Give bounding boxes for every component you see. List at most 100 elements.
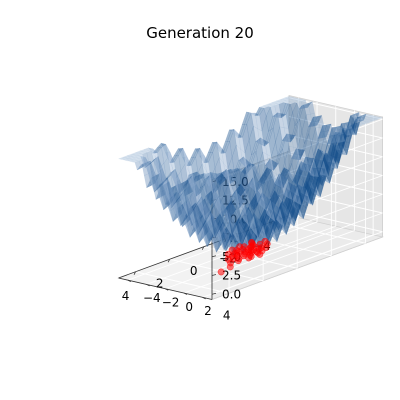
surface-facet	[348, 113, 356, 125]
surface-facet	[313, 162, 321, 182]
surface-facet	[281, 113, 289, 129]
surface-facet	[295, 188, 302, 206]
surface-facet	[273, 152, 281, 171]
surface-facet	[176, 182, 184, 195]
surface-facet	[139, 151, 148, 155]
surface-facet	[156, 181, 164, 190]
surface-facet	[226, 228, 234, 244]
surface-facet	[317, 166, 325, 184]
surface-facet	[138, 156, 146, 160]
surface-facet	[163, 143, 171, 153]
surface-facet	[291, 202, 299, 217]
surface-facet	[188, 156, 196, 166]
surface-facet	[275, 148, 283, 168]
surface-facet	[144, 173, 151, 189]
surface-facet	[319, 154, 327, 177]
surface-facet	[323, 165, 331, 177]
surface-facet	[154, 185, 161, 193]
surface-facet	[366, 114, 374, 118]
surface-facet	[202, 176, 210, 179]
surface-facet	[275, 200, 283, 223]
surface-facet	[218, 233, 226, 252]
surface-facet	[171, 155, 179, 163]
surface-facet	[371, 118, 379, 122]
surface-facet	[210, 188, 218, 206]
surface-facet	[218, 229, 226, 245]
chart-title: Generation 20	[146, 24, 254, 42]
surface-facet	[192, 180, 200, 206]
surface-facet	[177, 204, 185, 219]
surface-facet	[274, 222, 282, 243]
surface-facet	[329, 144, 337, 165]
surface-facet	[233, 128, 241, 150]
surface-facet	[290, 175, 298, 185]
surface-facet	[259, 215, 267, 235]
surface-facet	[236, 223, 244, 238]
surface-facet	[337, 132, 345, 136]
surface-facet	[274, 190, 282, 201]
surface-facet	[304, 133, 312, 162]
surface-facet	[230, 167, 238, 176]
surface-facet	[304, 175, 312, 202]
surface-facet	[198, 208, 206, 219]
surface-facet	[216, 220, 224, 234]
surface-facet	[124, 156, 133, 159]
surface-facet	[315, 148, 323, 168]
surface-facet	[224, 129, 232, 142]
surface-facet	[286, 190, 294, 215]
surface-facet	[147, 160, 154, 167]
surface-facet	[160, 142, 168, 153]
surface-facet	[287, 191, 295, 201]
surface-facet	[245, 160, 253, 167]
surface-facet	[221, 211, 229, 226]
surface-facet	[313, 170, 321, 195]
surface-facet	[316, 165, 324, 193]
surface-facet	[190, 203, 198, 215]
surface-facet	[281, 210, 289, 230]
surface-facet	[324, 123, 332, 132]
surface-facet	[162, 193, 170, 206]
surface-facet	[290, 102, 298, 113]
surface-facet	[294, 172, 302, 185]
surface-facet	[192, 171, 200, 177]
surface-facet	[205, 205, 213, 227]
surface-facet	[328, 144, 336, 160]
surface-facet	[283, 103, 291, 117]
surface-facet	[293, 203, 301, 227]
population-point	[261, 237, 269, 245]
grid-line-z	[288, 153, 383, 176]
surface-facet	[241, 230, 248, 247]
surface-facet	[169, 189, 177, 206]
surface-facet	[315, 164, 323, 190]
surface-facet	[282, 100, 291, 104]
surface-facet	[269, 102, 278, 106]
surface-facet	[185, 210, 193, 228]
surface-facet	[239, 214, 247, 227]
surface-facet	[189, 172, 197, 197]
surface-facet	[308, 182, 316, 195]
surface-facet	[211, 189, 219, 211]
surface-facet	[208, 184, 216, 194]
surface-facet	[176, 209, 184, 227]
population-point	[217, 268, 225, 276]
population-point	[245, 254, 253, 262]
surface-facet	[205, 199, 213, 216]
surface-facet	[178, 203, 186, 222]
surface-facet	[318, 152, 326, 177]
surface-facet	[229, 218, 237, 231]
surface-facet	[293, 148, 301, 155]
surface-facet	[193, 172, 201, 197]
surface-facet	[232, 226, 240, 241]
surface-facet	[281, 208, 288, 231]
surface-facet	[272, 173, 280, 193]
surface-facet	[212, 142, 220, 149]
surface-facet	[231, 144, 239, 173]
surface-facet	[228, 129, 237, 135]
surface-facet	[207, 189, 215, 213]
surface-facet	[351, 124, 360, 127]
surface-facet	[333, 144, 341, 151]
surface-facet	[232, 188, 240, 209]
surface-facet	[221, 230, 229, 251]
surface-facet	[232, 174, 240, 202]
surface-facet	[260, 162, 268, 180]
